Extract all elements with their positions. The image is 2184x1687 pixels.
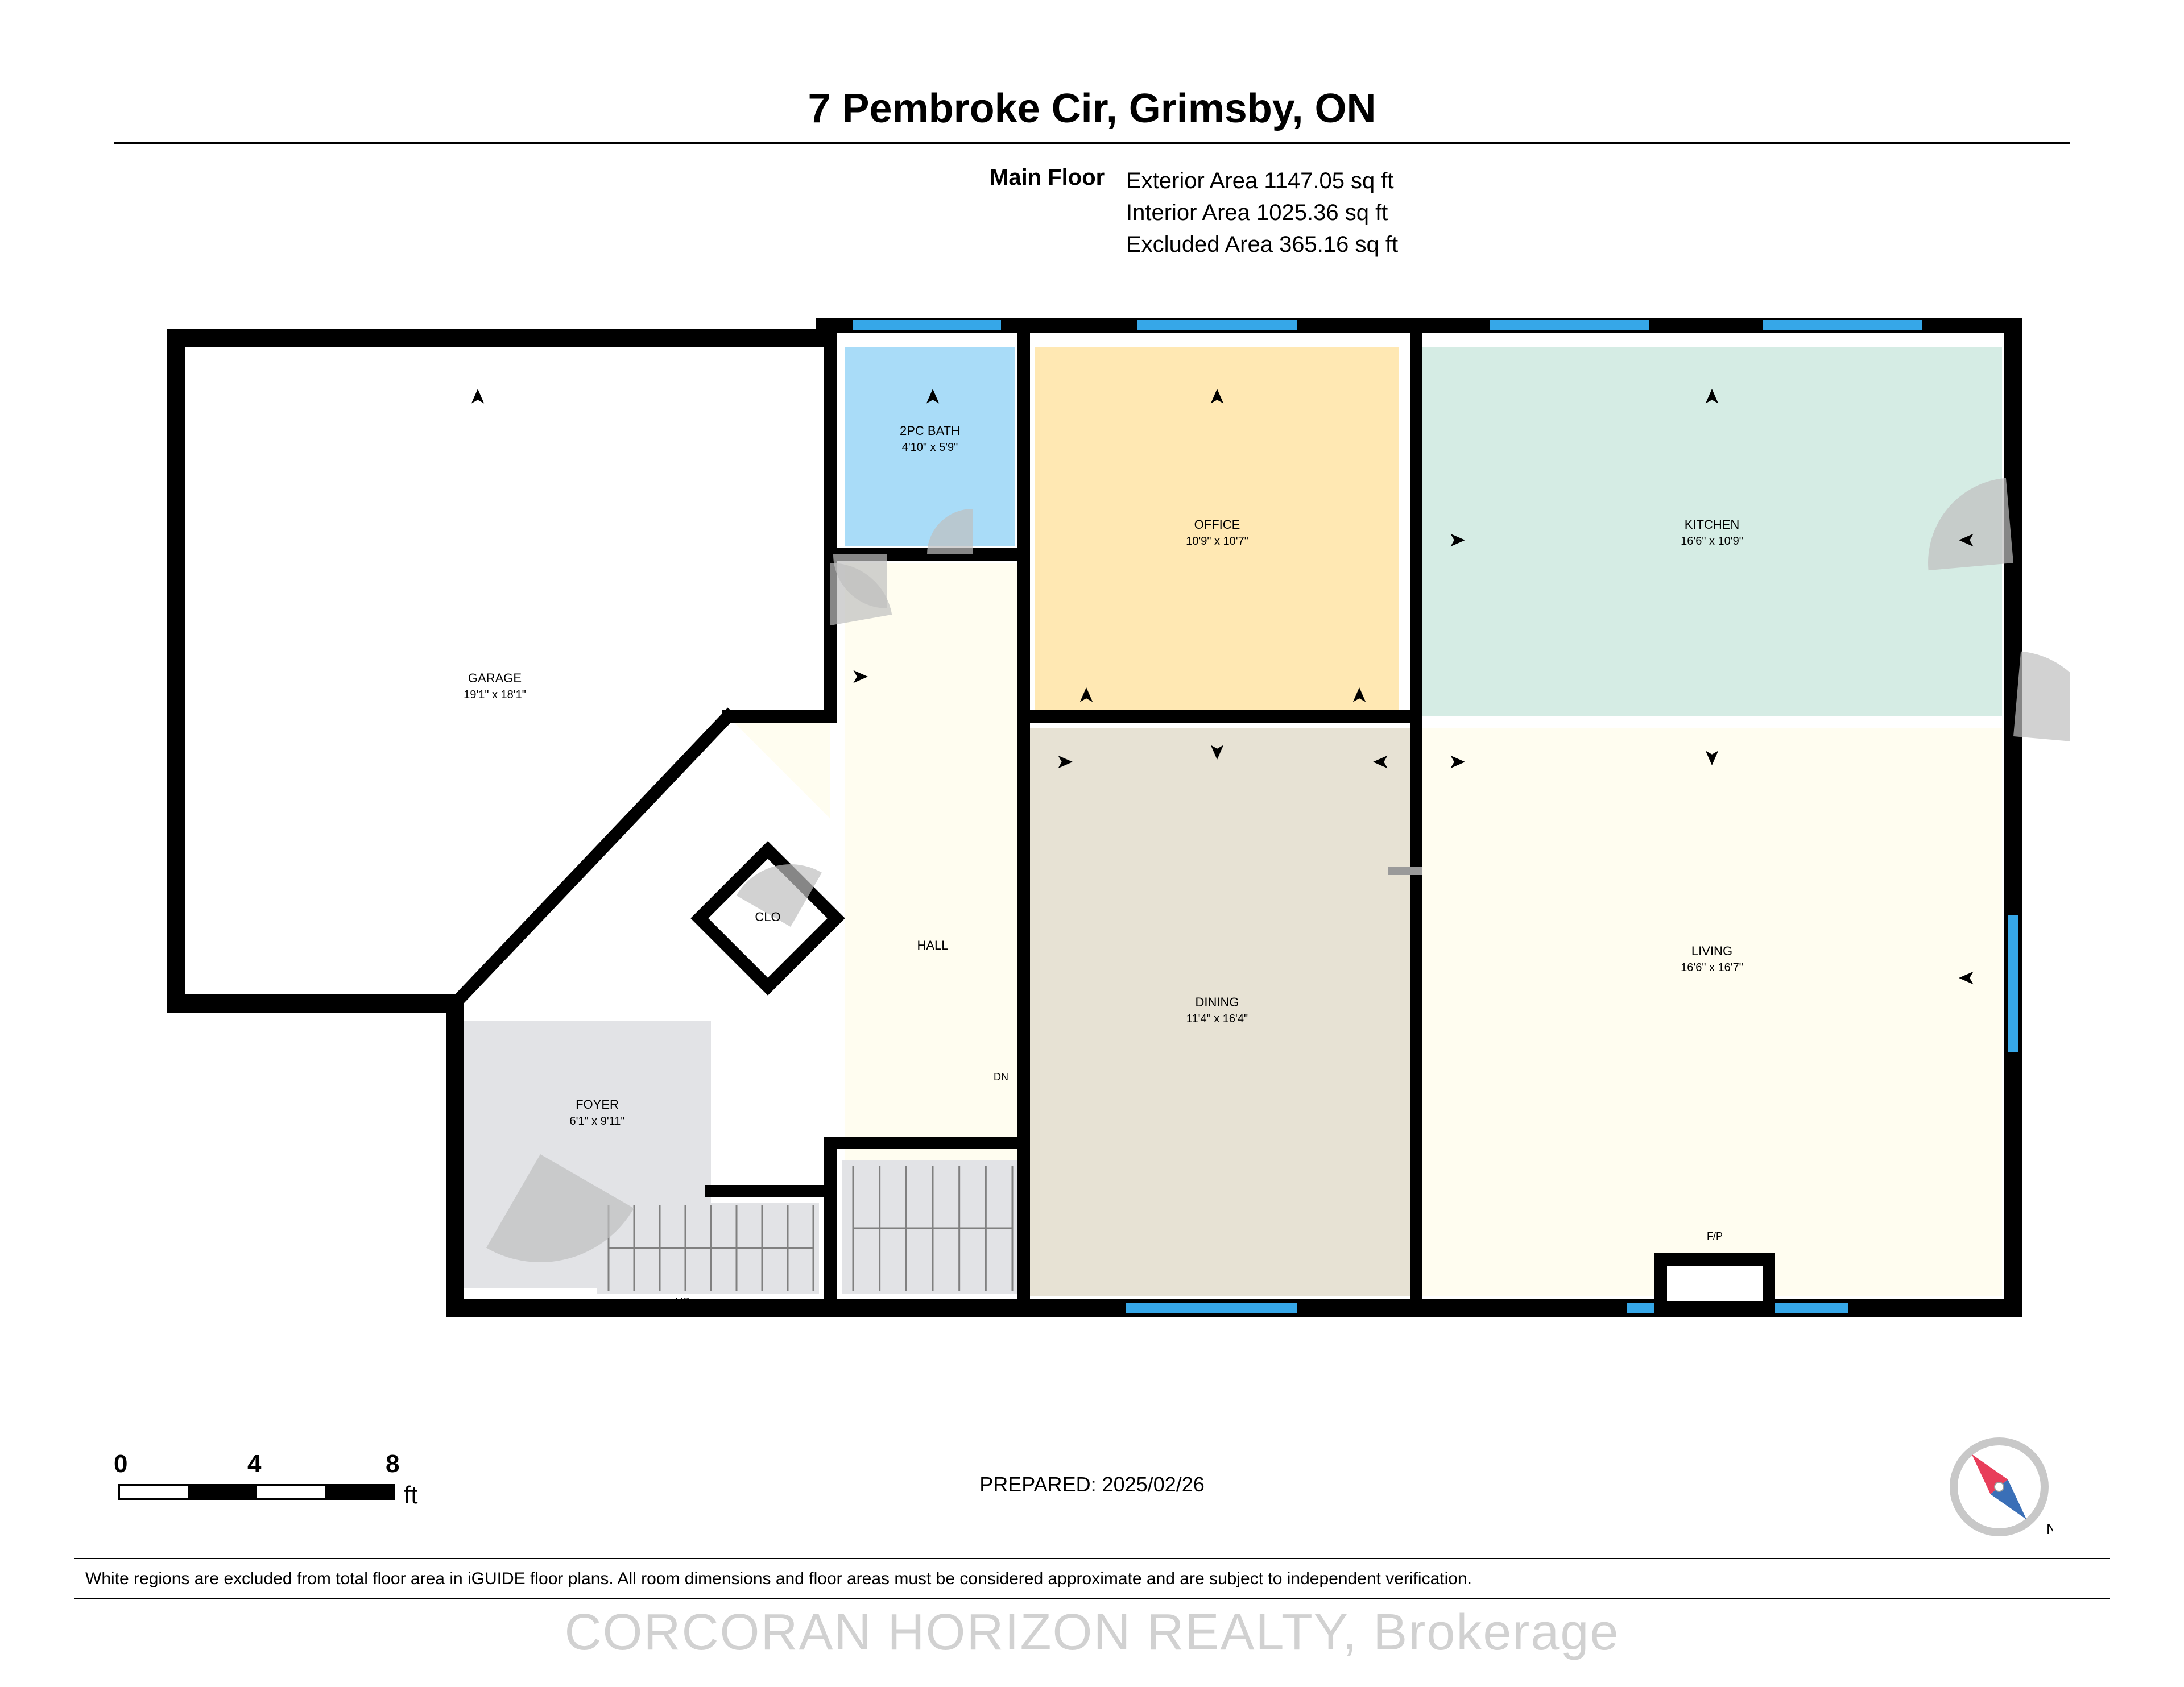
floor-plan-page: 7 Pembroke Cir, Grimsby, ON Main Floor E… bbox=[0, 0, 2184, 1687]
floor-plan: F/P GARAGE 19'1" x 18'1" 2PC BATH 4'10" x 5'… bbox=[114, 318, 2070, 1325]
footer-rule-bottom bbox=[74, 1598, 2110, 1599]
svg-text:FOYER: FOYER bbox=[576, 1097, 619, 1112]
svg-text:LIVING: LIVING bbox=[1691, 944, 1732, 958]
interior-area: Interior Area 1025.36 sq ft bbox=[1126, 197, 1398, 229]
watermark: CORCORAN HORIZON REALTY, Brokerage bbox=[0, 1603, 2184, 1662]
svg-text:4'10" x 5'9": 4'10" x 5'9" bbox=[902, 441, 958, 454]
svg-text:F/P: F/P bbox=[1707, 1230, 1723, 1242]
svg-text:16'6" x 16'7": 16'6" x 16'7" bbox=[1681, 961, 1743, 974]
svg-text:2PC BATH: 2PC BATH bbox=[900, 424, 960, 438]
svg-text:HALL: HALL bbox=[917, 938, 948, 952]
svg-text:CLO: CLO bbox=[755, 910, 780, 924]
footer-rule-top bbox=[74, 1558, 2110, 1559]
disclaimer: White regions are excluded from total fl… bbox=[85, 1569, 2110, 1589]
svg-text:16'6" x 10'9": 16'6" x 10'9" bbox=[1681, 535, 1743, 548]
exterior-area: Exterior Area 1147.05 sq ft bbox=[1126, 165, 1398, 197]
floor-plan-svg: F/P GARAGE 19'1" x 18'1" 2PC BATH 4'10" x 5'… bbox=[114, 318, 2070, 1325]
page-title: 7 Pembroke Cir, Grimsby, ON bbox=[0, 85, 2184, 132]
svg-text:11'4" x 16'4": 11'4" x 16'4" bbox=[1186, 1013, 1248, 1025]
svg-text:OFFICE: OFFICE bbox=[1194, 517, 1240, 532]
svg-text:N: N bbox=[2046, 1520, 2053, 1537]
svg-text:GARAGE: GARAGE bbox=[468, 671, 522, 685]
svg-text:6'1" x 9'11": 6'1" x 9'11" bbox=[569, 1115, 624, 1128]
compass-icon: N bbox=[1945, 1433, 2053, 1541]
svg-text:UP: UP bbox=[675, 1296, 689, 1307]
svg-text:DN: DN bbox=[994, 1071, 1008, 1083]
svg-text:19'1" x 18'1": 19'1" x 18'1" bbox=[464, 689, 526, 701]
area-list: Exterior Area 1147.05 sq ft Interior Are… bbox=[1126, 165, 1398, 260]
excluded-area: Excluded Area 365.16 sq ft bbox=[1126, 229, 1398, 260]
svg-text:KITCHEN: KITCHEN bbox=[1685, 517, 1740, 532]
floor-label: Main Floor bbox=[990, 165, 1105, 190]
svg-text:DINING: DINING bbox=[1196, 995, 1239, 1009]
svg-text:10'9" x 10'7": 10'9" x 10'7" bbox=[1186, 535, 1248, 548]
prepared-date: PREPARED: 2025/02/26 bbox=[0, 1473, 2184, 1497]
title-underline bbox=[114, 142, 2070, 144]
